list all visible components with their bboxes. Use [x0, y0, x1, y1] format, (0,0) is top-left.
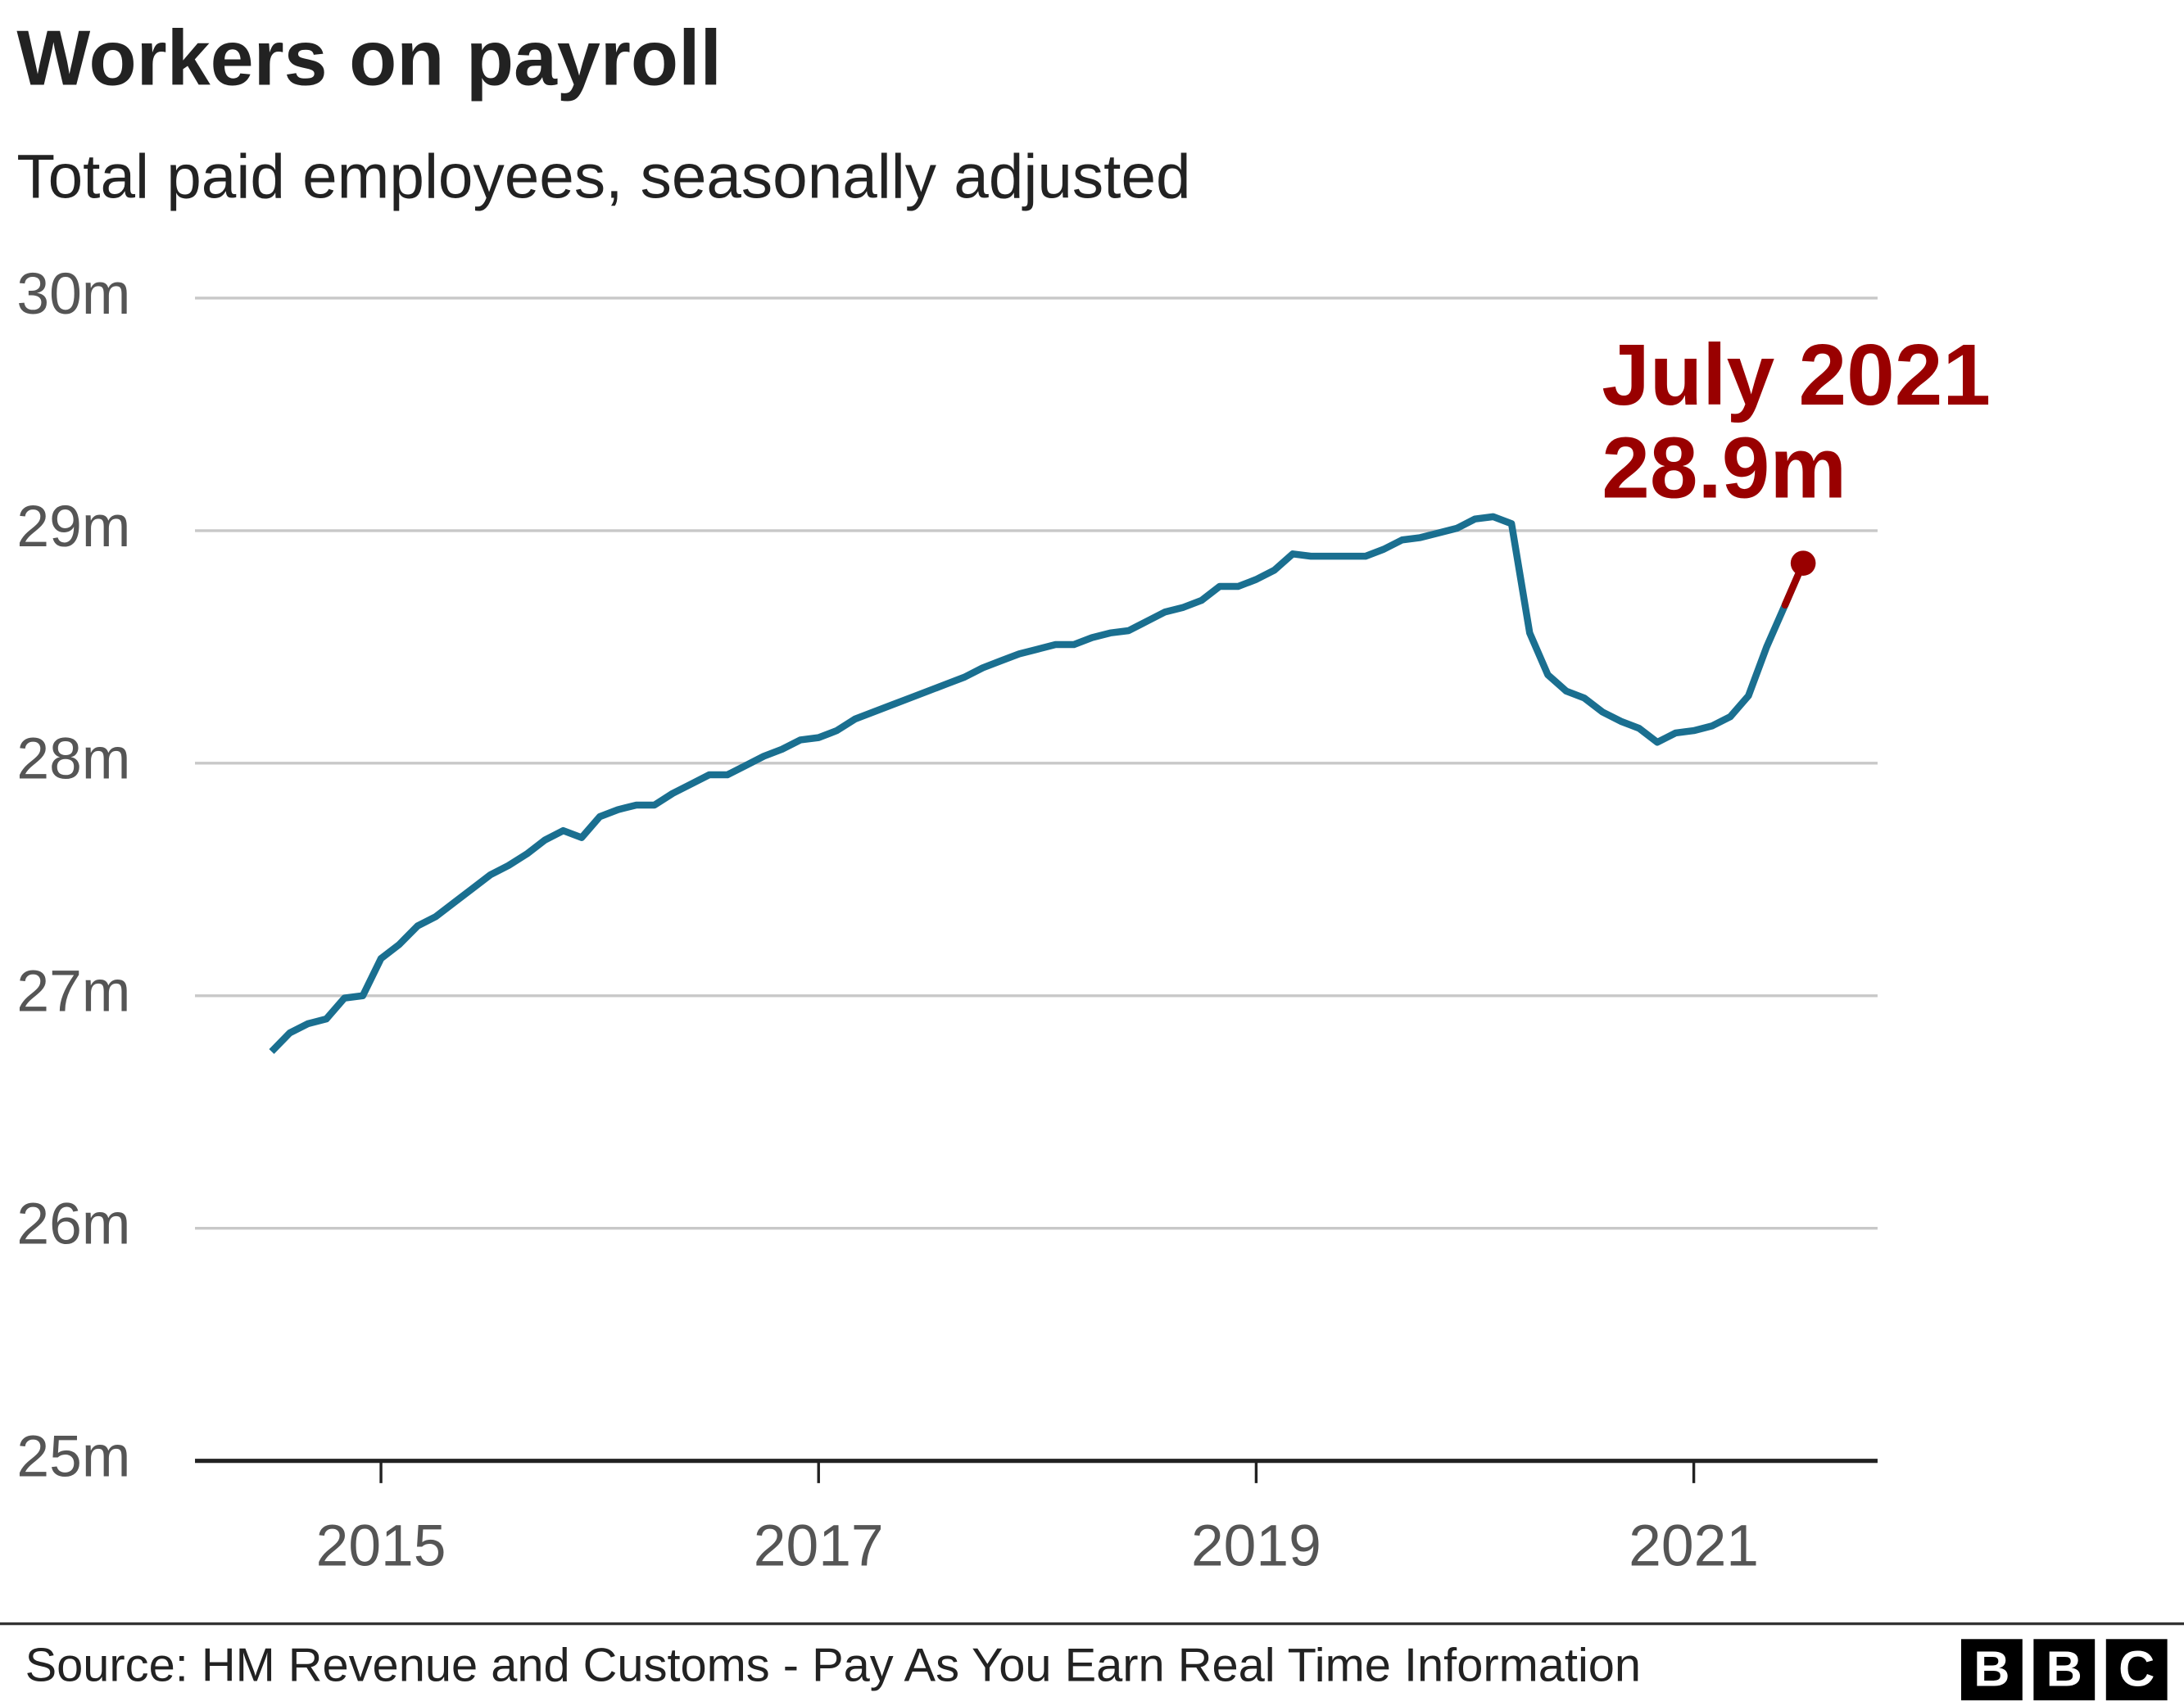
x-tick-label: 2017: [754, 1513, 884, 1578]
last-point: [1790, 550, 1816, 576]
source: Source: HM Revenue and Customs - Pay As …: [25, 1639, 1641, 1691]
logo-letter: C: [2118, 1640, 2155, 1696]
logo-box: [2105, 1639, 2168, 1701]
line: [269, 513, 1807, 1054]
logo-letter: B: [1973, 1640, 2010, 1696]
annotation-value: 28.9m: [1602, 421, 1846, 517]
chart-subtitle: Total paid employees, seasonally adjuste…: [16, 142, 1190, 211]
bbc-logo: B B C: [1960, 1639, 2168, 1701]
y-tick-label: 30m: [16, 261, 130, 327]
y-tick-label: 29m: [16, 494, 130, 559]
y-tick-label: 26m: [16, 1192, 130, 1257]
logo-box: [2033, 1639, 2096, 1701]
x-tick-label: 2015: [316, 1513, 446, 1578]
y-tick-label: 27m: [16, 959, 130, 1025]
annotation-label: July 2021: [1602, 328, 1991, 423]
y-tick-label: 28m: [16, 726, 130, 792]
chart-title: Workers on payroll: [16, 15, 722, 102]
logo-letter: B: [2046, 1640, 2082, 1696]
logo-box: [1960, 1639, 2023, 1701]
x-tick-label: 2019: [1191, 1513, 1321, 1578]
x-tick-label: 2021: [1629, 1513, 1759, 1578]
y-tick-label: 25m: [16, 1424, 130, 1490]
